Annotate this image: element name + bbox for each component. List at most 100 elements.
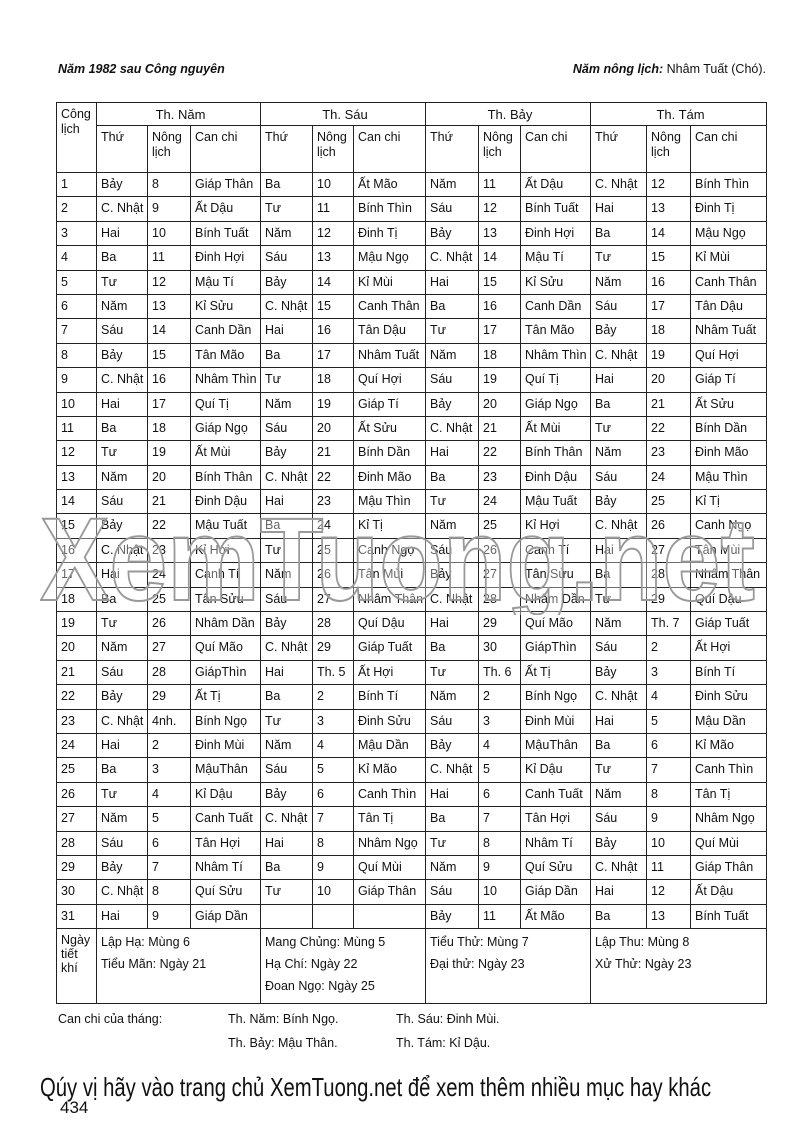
weekday-cell: Sáu <box>425 537 479 564</box>
can-chi-cell: Kỉ Hợi <box>519 513 592 539</box>
month-header: Th. Tám <box>590 102 768 126</box>
weekday-cell: Hai <box>260 830 313 856</box>
table-row: 5 Tư 12 Mậu Tí Bảy 14 Kỉ Mùi Hai 15 Kỉ Sửu Năm 16 Ca… <box>56 269 768 295</box>
weekday-cell: Năm <box>260 732 313 759</box>
can-chi-cell: Mậu Ngọ <box>353 245 426 271</box>
can-chi-cell: Bính Thìn <box>690 171 768 198</box>
can-chi-cell: Giáp Thân <box>690 854 768 881</box>
day-cell: 15 <box>56 513 97 539</box>
can-chi-cell: Nhâm Tí <box>190 854 261 881</box>
weekday-cell: Năm <box>590 611 648 637</box>
table-row: 26 Tư 4 Kỉ Dậu Bảy 6 Canh Thìn Hai 6 Canh Tuất Năm… <box>56 781 768 808</box>
weekday-cell: Năm <box>425 171 479 198</box>
lunar-day-cell: 18 <box>147 415 191 442</box>
lunar-day-cell: 29 <box>478 611 521 637</box>
lunar-day-cell: 28 <box>147 659 191 686</box>
lunar-day-cell: 12 <box>646 171 692 198</box>
weekday-cell: Sáu <box>590 635 648 661</box>
can-chi-cell: Ất Hợi <box>353 659 426 686</box>
can-chi-cell: Ất Sửu <box>690 391 768 417</box>
can-chi-cell: Nhâm Thìn <box>519 342 592 369</box>
weekday-cell: Bảy <box>96 854 148 881</box>
weekday-cell: C. Nhật <box>96 367 148 393</box>
lunar-day-cell: 14 <box>312 269 354 295</box>
day-cell: 26 <box>56 781 97 808</box>
lunar-day-cell: 11 <box>478 171 521 198</box>
table-row: 2 C. Nhật 9 Ất Dậu Tư 11 Bính Thìn Sáu 12 Bính Tu… <box>56 196 768 222</box>
lunar-day-cell: 24 <box>312 513 354 539</box>
lunar-day-cell: 2 <box>646 635 692 661</box>
can-chi-cell: Ất Mùi <box>190 440 261 466</box>
weekday-cell: Hai <box>260 489 313 515</box>
cong-lich-header: Công lịch <box>56 102 97 173</box>
can-chi-cell: Đinh Mão <box>353 464 426 491</box>
can-chi-cell: Tân Dậu <box>353 318 426 344</box>
lunar-day-cell: 4nh. <box>147 708 191 734</box>
can-chi-cell: Canh Thìn <box>690 757 768 783</box>
lunar-day-cell: 14 <box>646 220 692 247</box>
lunar-day-cell: 4 <box>478 732 521 759</box>
lunar-day-cell: 3 <box>147 757 191 783</box>
weekday-cell: Bảy <box>96 684 148 710</box>
can-chi-cell: Kỉ Tị <box>690 489 768 515</box>
can-chi-thang-item: Th. Năm: Bính Ngọ. <box>228 1012 339 1026</box>
lunar-day-cell: 27 <box>312 586 354 613</box>
nong-lich-header: Nông lịch <box>646 125 692 173</box>
can-chi-cell: Ất Dậu <box>519 171 592 198</box>
can-chi-cell: Canh Tí <box>190 562 261 588</box>
weekday-cell: Ba <box>590 220 648 247</box>
lunar-day-cell: 28 <box>478 586 521 613</box>
lunar-day-cell: 2 <box>147 732 191 759</box>
weekday-cell: Hai <box>425 781 479 808</box>
lunar-day-cell: 13 <box>478 220 521 247</box>
can-chi-cell: Bính Tuất <box>519 196 592 222</box>
table-row: 15 Bảy 22 Mậu Tuất Ba 24 Kỉ Tị Năm 25 Kỉ Hợi C. Nh… <box>56 513 768 539</box>
lunar-day-cell: 18 <box>312 367 354 393</box>
weekday-cell: Bảy <box>96 342 148 369</box>
lunar-day-cell: 7 <box>478 806 521 832</box>
lunar-year: Năm nông lịch: Nhâm Tuất (Chó). <box>573 62 766 76</box>
can-chi-cell: Mậu Thìn <box>353 489 426 515</box>
can-chi-cell: Nhâm Ngọ <box>690 806 768 832</box>
lunar-day-cell: 15 <box>312 293 354 320</box>
day-cell: 12 <box>56 440 97 466</box>
can-chi-cell: Mậu Ngọ <box>690 220 768 247</box>
weekday-cell: Ba <box>260 854 313 881</box>
weekday-cell: Bảy <box>425 391 479 417</box>
lunar-day-cell: 30 <box>478 635 521 661</box>
day-cell: 10 <box>56 391 97 417</box>
day-cell: 30 <box>56 879 97 905</box>
tiet-khi-cell: Mang Chủng: Mùng 5 Hạ Chí: Ngày 22 Đoan Ng… <box>260 928 426 1005</box>
lunar-day-cell: 10 <box>646 830 692 856</box>
weekday-cell: C. Nhật <box>260 635 313 661</box>
lunar-day-cell: 13 <box>646 903 692 930</box>
lunar-day-cell: 5 <box>312 757 354 783</box>
table-row: 19 Tư 26 Nhâm Dần Bảy 28 Quí Dậu Hai 29 Quí Mão Nă… <box>56 611 768 637</box>
can-chi-cell: Nhâm Thìn <box>190 367 261 393</box>
can-chi-cell: Quí Tị <box>519 367 592 393</box>
can-chi-cell: Tân Tị <box>353 806 426 832</box>
lunar-day-cell: 6 <box>312 781 354 808</box>
lunar-day-cell: 7 <box>312 806 354 832</box>
day-cell: 23 <box>56 708 97 734</box>
lunar-day-cell: 26 <box>147 611 191 637</box>
can-chi-cell: Nhâm Tuất <box>353 342 426 369</box>
can-chi-thang-item: Th. Sáu: Đinh Mùi. <box>396 1012 500 1026</box>
lunar-day-cell: 22 <box>312 464 354 491</box>
can-chi-cell: Quí Hợi <box>353 367 426 393</box>
can-chi-cell: Nhâm Dần <box>190 611 261 637</box>
year-title: Năm 1982 sau Công nguyên <box>58 62 225 76</box>
tiet-khi-cell: Lập Hạ: Mùng 6 Tiểu Mãn: Ngày 21 <box>96 928 261 1005</box>
can-chi-cell: Đinh Hợi <box>519 220 592 247</box>
lunar-day-cell: 6 <box>478 781 521 808</box>
thu-header: Thứ <box>260 125 313 173</box>
lunar-day-cell: 24 <box>646 464 692 491</box>
weekday-cell: Hai <box>425 611 479 637</box>
can-chi-cell: Tân Hợi <box>190 830 261 856</box>
weekday-cell: Tư <box>590 415 648 442</box>
can-chi-cell: Ất Mùi <box>519 415 592 442</box>
weekday-cell: Tư <box>96 269 148 295</box>
weekday-cell: Ba <box>590 391 648 417</box>
can-chi-cell: Đinh Sửu <box>690 684 768 710</box>
weekday-cell: Tư <box>260 196 313 222</box>
